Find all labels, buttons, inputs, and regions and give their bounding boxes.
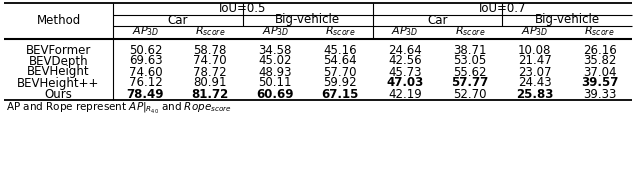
Text: BEVFormer: BEVFormer — [26, 44, 91, 56]
Text: 48.93: 48.93 — [259, 65, 292, 79]
Text: $R_{score}$: $R_{score}$ — [325, 24, 355, 38]
Text: 59.92: 59.92 — [323, 76, 357, 89]
Text: 25.83: 25.83 — [516, 88, 554, 100]
Text: Big-vehicle: Big-vehicle — [534, 13, 600, 27]
Text: Car: Car — [427, 13, 447, 27]
Text: BEVHeight++: BEVHeight++ — [17, 76, 100, 89]
Text: 26.16: 26.16 — [582, 44, 616, 56]
Text: 81.72: 81.72 — [192, 88, 229, 100]
Text: 39.57: 39.57 — [581, 76, 618, 89]
Text: $AP_{3D}$: $AP_{3D}$ — [521, 24, 548, 38]
Text: 35.82: 35.82 — [583, 55, 616, 67]
Text: 24.43: 24.43 — [518, 76, 552, 89]
Text: 76.12: 76.12 — [129, 76, 163, 89]
Text: 52.70: 52.70 — [453, 88, 486, 100]
Text: Method: Method — [36, 13, 81, 27]
Text: 58.78: 58.78 — [194, 44, 227, 56]
Text: 24.64: 24.64 — [388, 44, 422, 56]
Text: 38.71: 38.71 — [453, 44, 486, 56]
Text: $AP_{3D}$: $AP_{3D}$ — [132, 24, 159, 38]
Text: 47.03: 47.03 — [387, 76, 424, 89]
Text: 45.16: 45.16 — [323, 44, 357, 56]
Text: 74.60: 74.60 — [129, 65, 163, 79]
Text: $AP_{3D}$: $AP_{3D}$ — [262, 24, 289, 38]
Text: 10.08: 10.08 — [518, 44, 552, 56]
Text: 53.05: 53.05 — [453, 55, 486, 67]
Text: 50.62: 50.62 — [129, 44, 162, 56]
Text: Big-vehicle: Big-vehicle — [275, 13, 340, 27]
Text: 55.62: 55.62 — [453, 65, 486, 79]
Text: 57.70: 57.70 — [323, 65, 357, 79]
Text: 78.72: 78.72 — [193, 65, 227, 79]
Text: Ours: Ours — [45, 88, 72, 100]
Text: $R_{score}$: $R_{score}$ — [195, 24, 225, 38]
Text: 39.33: 39.33 — [583, 88, 616, 100]
Text: 23.07: 23.07 — [518, 65, 552, 79]
Text: $R_{score}$: $R_{score}$ — [584, 24, 615, 38]
Text: 69.63: 69.63 — [129, 55, 163, 67]
Text: AP and Rope represent $AP|_{R_{40}}$ and $Rope_{score}$: AP and Rope represent $AP|_{R_{40}}$ and… — [6, 100, 232, 116]
Text: $AP_{3D}$: $AP_{3D}$ — [392, 24, 419, 38]
Text: 21.47: 21.47 — [518, 55, 552, 67]
Text: 45.73: 45.73 — [388, 65, 422, 79]
Text: 34.58: 34.58 — [259, 44, 292, 56]
Text: BEVHeight: BEVHeight — [27, 65, 90, 79]
Text: 50.11: 50.11 — [259, 76, 292, 89]
Text: BEVDepth: BEVDepth — [29, 55, 88, 67]
Text: 42.56: 42.56 — [388, 55, 422, 67]
Text: 67.15: 67.15 — [321, 88, 359, 100]
Text: 37.04: 37.04 — [583, 65, 616, 79]
Text: 42.19: 42.19 — [388, 88, 422, 100]
Text: 80.91: 80.91 — [193, 76, 227, 89]
Text: 78.49: 78.49 — [127, 88, 164, 100]
Text: 45.02: 45.02 — [259, 55, 292, 67]
Text: Car: Car — [168, 13, 188, 27]
Text: IoU=0.5: IoU=0.5 — [219, 3, 266, 15]
Text: 54.64: 54.64 — [323, 55, 357, 67]
Text: 74.70: 74.70 — [193, 55, 227, 67]
Text: 60.69: 60.69 — [257, 88, 294, 100]
Text: $R_{score}$: $R_{score}$ — [454, 24, 485, 38]
Text: IoU=0.7: IoU=0.7 — [479, 3, 526, 15]
Text: 57.77: 57.77 — [451, 76, 488, 89]
